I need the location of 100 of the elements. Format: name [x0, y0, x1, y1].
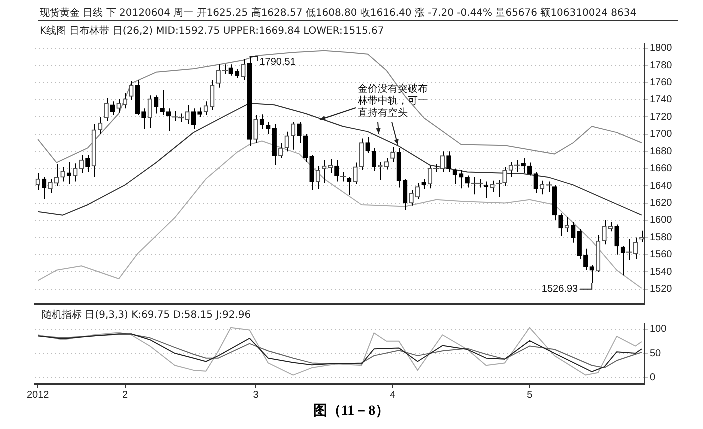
- candlestick: [122, 92, 128, 110]
- candlestick: [254, 114, 258, 144]
- candlestick: [452, 168, 458, 185]
- candlestick: [160, 90, 165, 116]
- candlestick: [372, 148, 377, 172]
- x-tick-label: 5: [527, 390, 534, 401]
- candlestick: [42, 176, 47, 200]
- candlestick: [260, 114, 265, 130]
- y-tick-label: 1760: [650, 77, 673, 88]
- candlestick: [142, 108, 146, 130]
- candlestick: [310, 154, 314, 191]
- candlestick: [608, 222, 614, 232]
- text: 图（11－8）: [312, 402, 391, 420]
- candlestick: [241, 58, 246, 81]
- candlestick: [266, 122, 271, 135]
- candlestick: [116, 98, 122, 114]
- candlestick: [534, 172, 538, 194]
- candlestick: [366, 136, 370, 154]
- annotation: 1526.93: [542, 284, 579, 296]
- candlestick: [384, 158, 390, 170]
- candlestick: [86, 154, 90, 173]
- candlestick: [204, 101, 209, 116]
- candlestick: [290, 122, 296, 150]
- y-tick-label: 1680: [650, 146, 673, 158]
- candlestick: [590, 264, 594, 284]
- y-tick-label: 0: [650, 372, 656, 384]
- y-tick-label: 1780: [650, 60, 673, 72]
- x-tick-label: 3: [253, 390, 260, 401]
- candlestick: [297, 122, 302, 144]
- candlestick: [36, 172, 40, 191]
- candlestick: [602, 220, 607, 246]
- candlestick: [528, 162, 532, 176]
- y-tick-label: 1520: [650, 284, 673, 296]
- candlestick: [571, 222, 576, 244]
- candlestick: [216, 64, 221, 88]
- candlestick: [390, 146, 396, 162]
- candlestick: [79, 154, 84, 174]
- y-tick-label: 1600: [650, 215, 673, 226]
- y-tick-label: 1620: [650, 198, 673, 210]
- candlestick: [353, 162, 358, 185]
- chart-subtitle: K线图 日布林带 日(26,2) MID:1592.75 UPPER:1669.84 LOWER:1515.67: [40, 24, 384, 38]
- chart-title: 现货黄金 日线 下 20120604 周一 开1625.25 高1628.57 低1608.80 收1616.40 涨 -7.20 -0.44% 量65676 额106310024 8634: [40, 6, 637, 20]
- candlestick: [540, 180, 545, 196]
- candlestick: [359, 138, 364, 172]
- annotation: 1790.51: [260, 57, 296, 68]
- y-tick-label: 1720: [650, 112, 673, 123]
- candlestick: [490, 180, 495, 193]
- candlestick: [502, 166, 508, 187]
- candlestick: [446, 151, 452, 173]
- candlestick: [322, 160, 327, 184]
- candlestick: [104, 98, 109, 122]
- candlestick: [154, 95, 159, 114]
- y-tick-label: 1580: [650, 232, 673, 244]
- candlestick: [73, 163, 78, 182]
- y-tick-label: 1540: [650, 266, 673, 278]
- y-tick-label: 1800: [650, 43, 673, 54]
- candlestick: [98, 116, 103, 135]
- candlestick: [465, 175, 470, 188]
- candlestick: [415, 182, 420, 200]
- y-tick-label: 1740: [650, 94, 673, 106]
- candlestick: [334, 160, 340, 182]
- candlestick: [234, 68, 240, 79]
- candlestick: [48, 178, 53, 194]
- x-tick-label: 2: [122, 390, 128, 401]
- chart-title: 随机指标 日(9,3,3) K:69.75 D:58.15 J:92.96: [42, 308, 252, 322]
- candlestick: [228, 64, 234, 76]
- candlestick: [459, 170, 464, 190]
- candlestick: [278, 142, 284, 160]
- y-tick-label: 1700: [650, 129, 673, 140]
- candlestick: [584, 248, 588, 271]
- candlestick: [210, 80, 215, 111]
- candlestick: [303, 134, 308, 162]
- y-tick-label: 100: [650, 324, 668, 336]
- candlestick: [422, 178, 426, 190]
- y-tick-label: 1660: [650, 164, 673, 175]
- candlestick: [316, 166, 321, 190]
- candlestick: [148, 95, 152, 129]
- candlestick: [614, 224, 620, 256]
- candlestick: [129, 80, 134, 100]
- candlestick: [620, 246, 626, 276]
- candlestick: [484, 181, 489, 199]
- candlestick: [403, 178, 408, 211]
- candlestick: [198, 107, 202, 118]
- annotation: 金价没有突破布林带中轨，可一直持有空头: [358, 84, 429, 120]
- y-tick-label: 1560: [650, 250, 673, 261]
- x-tick-label: 4: [390, 390, 396, 401]
- candlestick: [347, 176, 352, 196]
- x-tick-label: 2012: [26, 390, 50, 401]
- candlestick: [577, 228, 582, 260]
- candlestick: [409, 190, 414, 206]
- candlestick: [328, 158, 333, 174]
- candlestick: [284, 131, 290, 152]
- y-tick-label: 1640: [650, 180, 673, 192]
- candlestick: [110, 101, 116, 116]
- candlestick: [166, 108, 172, 132]
- candlestick: [60, 166, 66, 182]
- candlestick: [640, 230, 644, 243]
- candlestick: [191, 108, 196, 130]
- y-tick-label: 50: [650, 348, 662, 360]
- candlestick: [54, 164, 60, 187]
